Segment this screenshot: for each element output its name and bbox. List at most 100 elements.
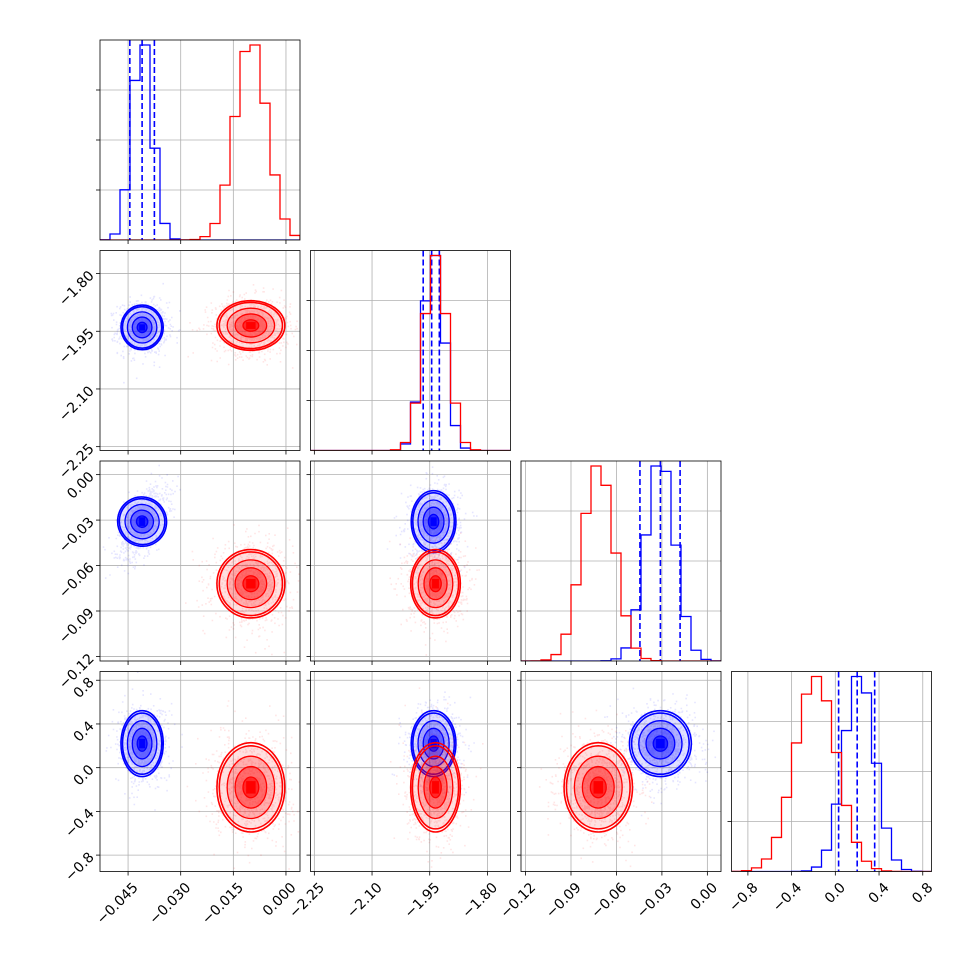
density-core-0 xyxy=(139,517,146,526)
contour-0-3 xyxy=(427,513,440,530)
panel-frame xyxy=(520,671,722,872)
contour-1-0 xyxy=(218,301,284,350)
hist-line-2-0 xyxy=(521,465,721,661)
contour-0-0 xyxy=(121,305,163,349)
contour-0-1 xyxy=(126,311,158,344)
density-core-1 xyxy=(432,578,439,589)
hist-panel-1 xyxy=(306,250,511,455)
contour-0-2 xyxy=(130,509,155,534)
panel-frame xyxy=(310,250,511,451)
density-core-0 xyxy=(430,517,437,526)
contour-1-1 xyxy=(226,755,276,820)
contour-0-0 xyxy=(121,712,163,776)
contour-1-0 xyxy=(411,745,460,830)
contour-0-3 xyxy=(652,735,669,752)
x-tick-label-1-2: −1.95 xyxy=(402,880,444,922)
contour-1-3 xyxy=(242,776,260,799)
panel-frame xyxy=(99,671,301,872)
scatter-panel-2-0 xyxy=(96,460,301,665)
contour-0-1 xyxy=(417,499,450,544)
x-tick-label-0-1: −0.030 xyxy=(146,880,194,928)
panel-frame xyxy=(99,460,301,662)
contour-1-0 xyxy=(218,551,284,617)
density-core-0 xyxy=(430,739,437,749)
contour-1-2 xyxy=(234,567,268,601)
hist-line-0-0 xyxy=(100,44,300,240)
contour-1-0 xyxy=(565,745,631,830)
contour-outer-1 xyxy=(216,741,286,833)
density-core-1 xyxy=(593,781,604,794)
contour-outer-1 xyxy=(216,548,286,619)
density-core-1 xyxy=(246,322,256,329)
panel-frame xyxy=(99,39,301,241)
y-tick-label-3-0: −0.8 xyxy=(62,849,97,884)
y-tick-label-3-1: −0.4 xyxy=(62,806,97,841)
x-tick-label-3-4: 0.8 xyxy=(909,880,936,907)
x-tick-label-0-2: −0.015 xyxy=(199,880,247,928)
contour-0-2 xyxy=(131,316,153,339)
contour-0-3 xyxy=(136,735,148,752)
contour-1-3 xyxy=(589,776,607,799)
contour-1-2 xyxy=(423,765,448,809)
density-core-0 xyxy=(139,739,146,749)
y-tick-label-3-3: 0.4 xyxy=(71,718,98,745)
contour-1-2 xyxy=(581,765,615,809)
contour-outer-1 xyxy=(563,741,634,833)
x-tick-label-3-1: −0.4 xyxy=(770,880,805,915)
contour-outer-0 xyxy=(410,709,457,778)
contour-0-2 xyxy=(645,727,676,760)
contour-1-2 xyxy=(234,765,268,809)
contour-1-1 xyxy=(226,307,276,344)
scatter-panel-3-2 xyxy=(517,671,722,876)
x-tick-label-3-0: −0.8 xyxy=(726,880,761,915)
contour-1-0 xyxy=(411,551,460,617)
contour-0-1 xyxy=(638,720,683,768)
hist-panel-0 xyxy=(96,39,301,244)
contour-0-3 xyxy=(136,321,148,334)
contour-outer-0 xyxy=(120,709,165,778)
panel-frame xyxy=(310,671,511,872)
contour-0-2 xyxy=(422,506,445,537)
contour-0-1 xyxy=(126,720,158,768)
contour-1-3 xyxy=(429,575,442,593)
contour-0-3 xyxy=(135,515,149,528)
hist-panel-2 xyxy=(517,460,722,665)
contour-outer-1 xyxy=(216,299,286,352)
x-tick-label-2-4: 0.00 xyxy=(688,880,721,913)
y-tick-label-1-2: −1.95 xyxy=(56,326,98,368)
y-tick-label-1-1: −2.10 xyxy=(56,383,98,425)
x-tick-label-2-1: −0.09 xyxy=(543,880,585,922)
contour-1-3 xyxy=(242,575,260,593)
contour-0-2 xyxy=(422,727,445,760)
x-tick-label-3-3: 0.4 xyxy=(866,880,893,907)
contour-1-0 xyxy=(218,745,284,830)
contour-outer-0 xyxy=(120,304,165,351)
x-tick-label-2-2: −0.06 xyxy=(588,880,630,922)
density-core-0 xyxy=(656,739,665,749)
contour-1-2 xyxy=(423,567,448,601)
panel-frame xyxy=(731,671,932,872)
x-tick-label-2-3: −0.03 xyxy=(634,880,676,922)
panel-frame xyxy=(310,460,511,662)
contour-1-3 xyxy=(429,776,442,799)
contour-0-0 xyxy=(412,712,456,776)
x-tick-label-2-0: −0.12 xyxy=(498,880,540,922)
x-tick-label-1-3: −1.80 xyxy=(459,880,501,922)
y-tick-label-2-3: −0.03 xyxy=(56,514,98,556)
contour-1-2 xyxy=(234,313,268,338)
contour-1-1 xyxy=(573,755,623,820)
x-tick-label-1-1: −2.10 xyxy=(344,880,386,922)
contour-0-1 xyxy=(124,503,160,540)
density-core-0 xyxy=(139,324,146,331)
x-tick-label-3-2: 0.0 xyxy=(822,880,849,907)
contour-outer-0 xyxy=(116,496,168,548)
scatter-panel-1-0 xyxy=(96,250,301,455)
contour-1-1 xyxy=(417,755,454,820)
contour-0-0 xyxy=(630,712,690,776)
contour-outer-0 xyxy=(628,709,693,778)
contour-1-1 xyxy=(417,559,454,609)
contour-0-0 xyxy=(118,497,166,546)
panel-frame xyxy=(99,250,301,451)
contour-outer-1 xyxy=(409,741,462,833)
